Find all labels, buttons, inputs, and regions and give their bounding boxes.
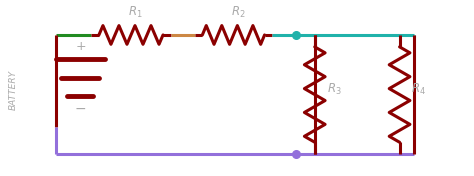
Text: $R_1$: $R_1$ bbox=[128, 5, 143, 20]
Text: +: + bbox=[75, 40, 86, 52]
Text: −: − bbox=[75, 102, 86, 116]
Text: BATTERY: BATTERY bbox=[9, 69, 18, 109]
Text: $R_2$: $R_2$ bbox=[231, 5, 246, 20]
Text: $R_3$: $R_3$ bbox=[327, 82, 341, 97]
Text: $R_4$: $R_4$ bbox=[411, 82, 426, 97]
